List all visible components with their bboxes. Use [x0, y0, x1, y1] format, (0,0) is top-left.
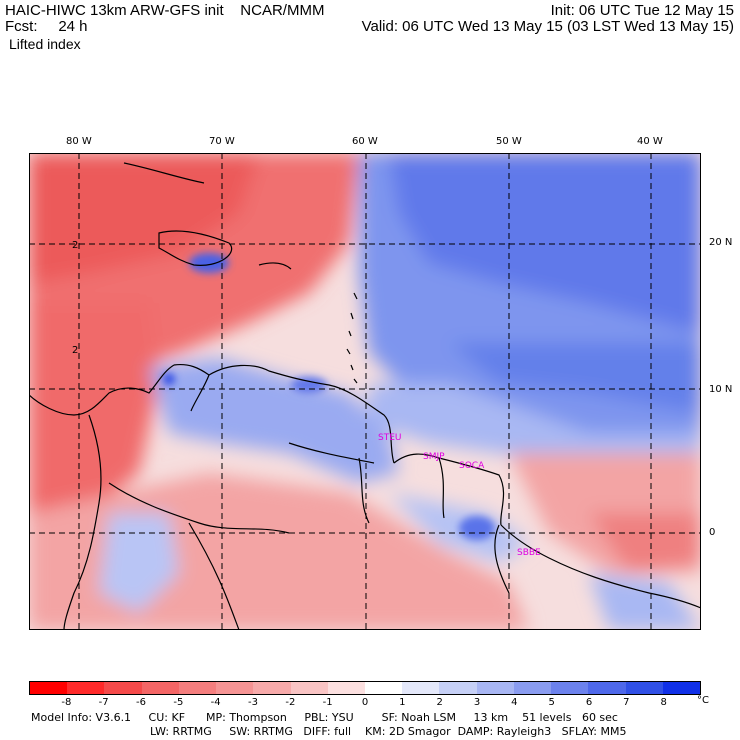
- colorbar-swatch: [290, 682, 328, 694]
- model-info-line2: LW: RRTMG SW: RRTMG DIFF: full KM: 2D Sm…: [150, 725, 627, 738]
- lifted-index-map: 2 2 STEU SMJP SOCA SBBE: [29, 153, 701, 630]
- colorbar-swatch: [476, 682, 514, 694]
- contour-label: 2: [72, 345, 78, 356]
- lat-label: 0: [709, 527, 716, 538]
- colorbar-swatch: [439, 682, 477, 694]
- colorbar-swatch: [551, 682, 589, 694]
- valid-time: Valid: 06 UTC Wed 13 May 15 (03 LST Wed …: [361, 18, 734, 35]
- station-label: SBBE: [517, 548, 541, 558]
- colorbar-swatch: [178, 682, 217, 694]
- init-time: Init: 06 UTC Tue 12 May 15: [550, 2, 734, 19]
- colorbar-tick-label: -3: [248, 697, 258, 708]
- colorbar-swatch: [364, 682, 403, 694]
- colorbar-tick-label: 6: [585, 697, 593, 708]
- lon-label: 40 W: [637, 136, 663, 147]
- colorbar-tick-label: -6: [136, 697, 146, 708]
- colorbar-swatch: [216, 682, 254, 694]
- coastlines: [29, 162, 701, 630]
- colorbar-swatch: [402, 682, 440, 694]
- colorbar-tick-label: -5: [173, 697, 184, 708]
- colorbar-swatch: [104, 682, 142, 694]
- station-label: STEU: [378, 433, 401, 443]
- colorbar-tick-label: 5: [548, 697, 555, 708]
- field-name: Lifted index: [9, 36, 81, 52]
- colorbar-tick-label: 4: [511, 697, 518, 708]
- forecast-hour: Fcst: 24 h: [5, 18, 88, 35]
- colorbar-tick-label: -4: [210, 697, 221, 708]
- colorbar-tick-label: 3: [473, 697, 481, 708]
- colorbar-tick-label: -8: [61, 697, 72, 708]
- station-label: SOCA: [459, 461, 485, 471]
- colorbar: [29, 681, 701, 695]
- model-info-line1: Model Info: V3.6.1 CU: KF MP: Thompson P…: [31, 711, 618, 724]
- station-label: SMJP: [423, 452, 445, 462]
- colorbar-tick-label: -1: [322, 697, 333, 708]
- colorbar-swatch: [513, 682, 552, 694]
- colorbar-swatch: [588, 682, 626, 694]
- colorbar-tick-label: 0: [361, 697, 369, 708]
- colorbar-swatch: [30, 682, 68, 694]
- colorbar-swatch: [253, 682, 291, 694]
- lon-label: 70 W: [209, 136, 235, 147]
- map-panel: 2 2 STEU SMJP SOCA SBBE: [29, 153, 701, 630]
- colorbar-tick-label: 8: [660, 697, 667, 708]
- lon-label: 60 W: [352, 136, 378, 147]
- colorbar-tick-label: 1: [399, 697, 406, 708]
- colorbar-tick-label: -7: [98, 697, 109, 708]
- colorbar-tick-label: 7: [623, 697, 630, 708]
- contour-label: 2: [72, 240, 78, 251]
- lon-label: 80 W: [66, 136, 92, 147]
- lat-label: 10 N: [709, 384, 733, 395]
- colorbar-tick-label: -2: [285, 697, 296, 708]
- colorbar-swatch: [141, 682, 179, 694]
- colorbar-swatch: [625, 682, 663, 694]
- colorbar-swatch: [327, 682, 365, 694]
- colorbar-unit: °C: [697, 695, 709, 706]
- lat-label: 20 N: [709, 237, 733, 248]
- lon-label: 50 W: [496, 136, 522, 147]
- colorbar-tick-label: 2: [436, 697, 443, 708]
- colorbar-swatch: [662, 682, 700, 694]
- graticule: [29, 153, 701, 630]
- colorbar-swatch: [67, 682, 105, 694]
- model-title: HAIC-HIWC 13km ARW-GFS init NCAR/MMM: [5, 2, 325, 19]
